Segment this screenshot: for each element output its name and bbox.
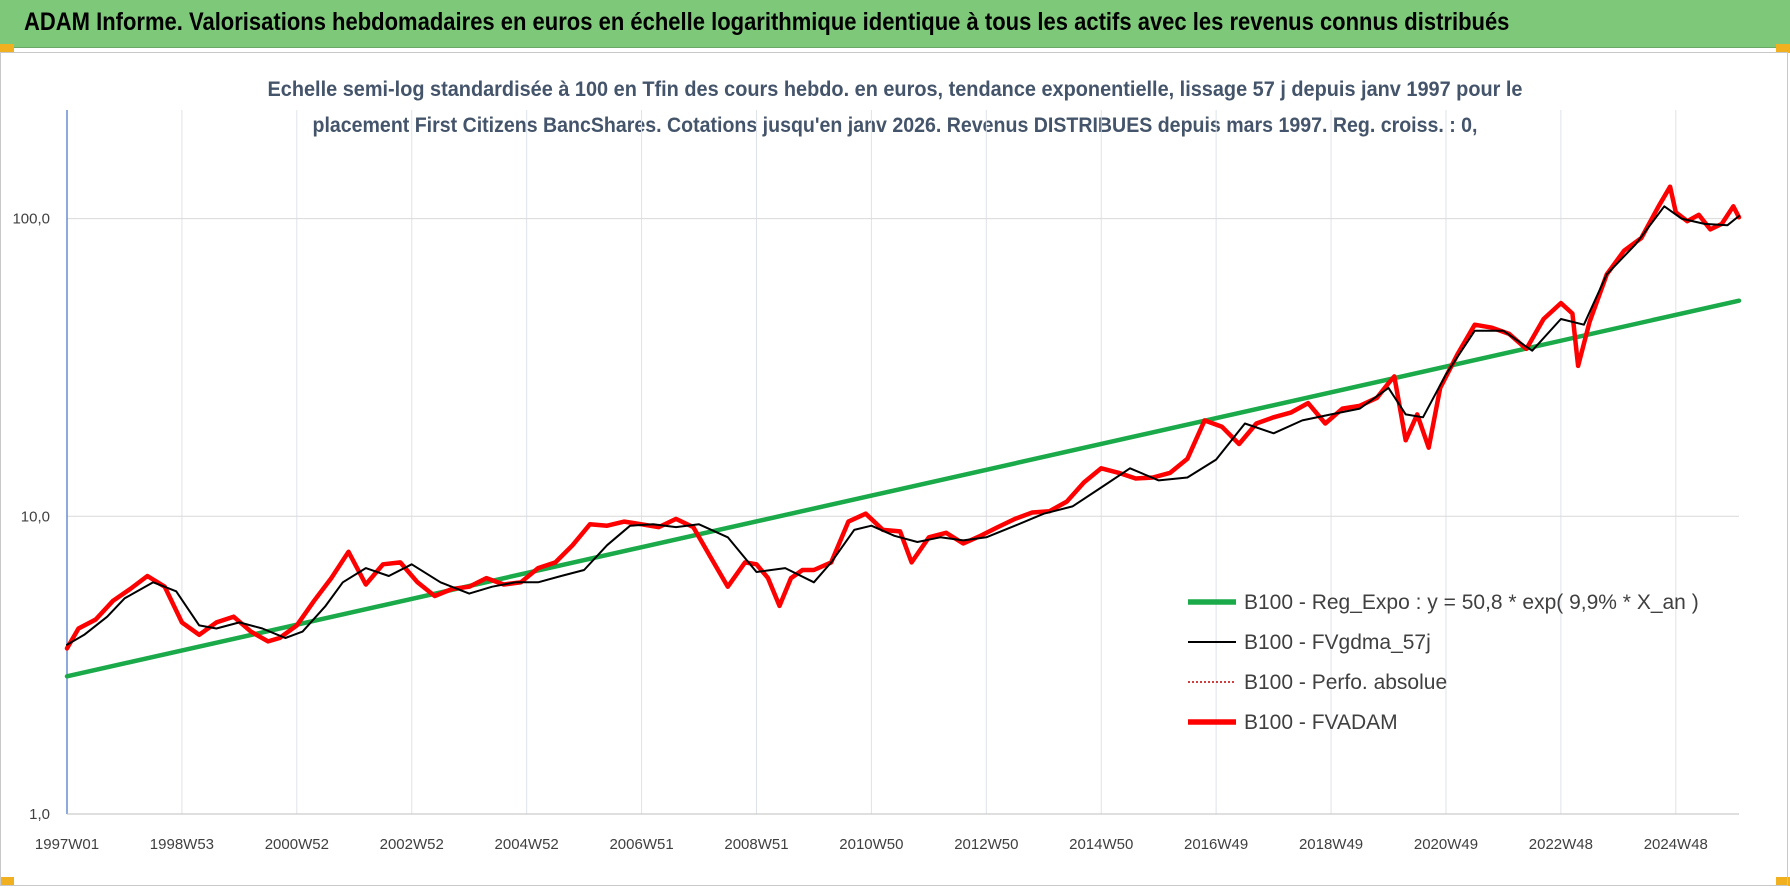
series-line-3 (64, 184, 1742, 651)
x-tick-label: 2004W52 (495, 836, 559, 853)
x-tick-label: 2014W50 (1069, 836, 1133, 853)
corner-marker (1776, 44, 1790, 53)
x-tick-label: 2020W49 (1414, 836, 1478, 853)
axes (66, 110, 1739, 815)
gridlines (67, 110, 1739, 814)
x-tick-label: 2010W50 (839, 836, 903, 853)
legend-label: B100 - FVADAM (1244, 711, 1398, 734)
x-tick-label: 2006W51 (609, 836, 673, 853)
x-tick-label: 2000W52 (265, 836, 329, 853)
y-tick-label: 100,0 (12, 211, 50, 228)
x-tick-label: 1998W53 (150, 836, 214, 853)
tick-labels: 1997W01 1998W53 2000W52 2002W52 2004W52 2006W… (12, 211, 1707, 853)
y-tick-label: 10,0 (21, 508, 50, 525)
chart-frame (0, 52, 1788, 886)
x-tick-label: 1997W01 (35, 836, 99, 853)
x-tick-label: 2024W48 (1644, 836, 1708, 853)
legend-label: B100 - Perfo. absolue (1244, 671, 1447, 694)
chart-subtitle-line-1: Echelle semi-log standardisée à 100 en T… (268, 78, 1523, 101)
series-lines (64, 184, 1742, 679)
legend-label: B100 - Reg_Expo : y = 50,8 * exp( 9,9% *… (1244, 591, 1699, 614)
x-tick-label: 2016W49 (1184, 836, 1248, 853)
x-tick-label: 2012W50 (954, 836, 1018, 853)
x-tick-label: 2002W52 (380, 836, 444, 853)
report-title: ADAM Informe. Valorisations hebdomadaire… (24, 8, 1510, 36)
x-tick-label: 2018W49 (1299, 836, 1363, 853)
series-line-0 (64, 298, 1742, 679)
corner-marker (1776, 877, 1790, 886)
legend-label: B100 - FVgdma_57j (1244, 631, 1431, 654)
corner-marker (0, 44, 14, 53)
y-tick-label: 1,0 (29, 806, 50, 823)
legend: B100 - Reg_Expo : y = 50,8 * exp( 9,9% *… (1188, 591, 1699, 734)
corner-marker (0, 877, 14, 886)
title-banner: ADAM Informe. Valorisations hebdomadaire… (0, 0, 1790, 48)
x-tick-label: 2008W51 (724, 836, 788, 853)
x-tick-label: 2022W48 (1529, 836, 1593, 853)
series-line-1 (66, 205, 1740, 646)
chart-subtitle-line-2: placement First Citizens BancShares. Cot… (313, 114, 1478, 137)
